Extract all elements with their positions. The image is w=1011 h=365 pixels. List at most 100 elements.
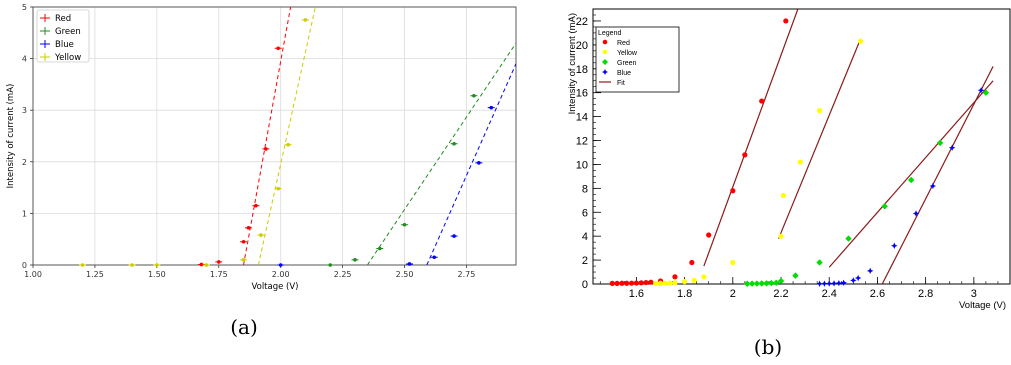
data-point-red bbox=[628, 280, 635, 286]
x-tick-label: 1.6 bbox=[629, 288, 644, 300]
data-point-yellow bbox=[780, 192, 787, 199]
data-point-yellow bbox=[241, 258, 246, 262]
data-point-green bbox=[744, 280, 751, 287]
data-point-blue bbox=[407, 262, 412, 266]
data-point-yellow bbox=[130, 263, 134, 267]
data-point-yellow bbox=[276, 186, 281, 191]
data-point-green bbox=[748, 280, 756, 287]
y-tick-label: 2 bbox=[22, 158, 27, 167]
chart-b: 1.6 1.8 2 2.2 2.4 2.6 2.8 3 0 2 4 6 8 10 12 14 16 18 20 22 V… bbox=[567, 8, 1011, 311]
data-point-blue bbox=[948, 144, 956, 151]
data-point-green bbox=[402, 222, 407, 227]
data-point-red bbox=[643, 279, 649, 286]
x-tick-label: 1.8 bbox=[677, 288, 692, 300]
data-point-red bbox=[624, 280, 630, 286]
data-point-yellow bbox=[667, 280, 673, 286]
x-axis-label: Voltage (V) bbox=[959, 300, 1006, 311]
data-point-red bbox=[276, 46, 281, 51]
x-tick-label: 1.50 bbox=[148, 270, 166, 279]
x-tick-label: 2.75 bbox=[458, 270, 476, 279]
y-tick-label: 5 bbox=[22, 3, 27, 12]
data-point-yellow bbox=[303, 18, 308, 22]
y-tick-label: 1 bbox=[22, 209, 27, 218]
legend-label-red: Red bbox=[55, 14, 71, 24]
data-point-yellow bbox=[155, 263, 159, 267]
data-point-blue bbox=[489, 105, 494, 110]
data-point-green bbox=[777, 277, 785, 285]
y-tick-label: 18 bbox=[576, 64, 588, 76]
data-point-blue bbox=[816, 280, 823, 287]
data-point-green bbox=[768, 279, 775, 287]
x-tick-label: 2.6 bbox=[870, 288, 885, 300]
x-tick-label: 2.00 bbox=[272, 270, 290, 279]
legend-title: Legend bbox=[598, 30, 621, 37]
data-point-blue bbox=[977, 87, 985, 94]
data-point-blue bbox=[432, 255, 437, 260]
legend-label-yellow: Yellow bbox=[54, 53, 81, 63]
data-point-blue bbox=[830, 280, 838, 287]
fit-line-blue bbox=[426, 63, 516, 265]
x-tick-label: 2.50 bbox=[396, 270, 414, 279]
data-point-green bbox=[907, 176, 915, 184]
legend-label-green: Green bbox=[55, 27, 81, 37]
data-point-yellow bbox=[672, 280, 678, 286]
legend-marker bbox=[602, 69, 608, 75]
legend-label-red: Red bbox=[617, 40, 630, 47]
data-point-red bbox=[633, 280, 639, 286]
data-point-yellow bbox=[657, 280, 664, 286]
data-point-yellow bbox=[730, 259, 736, 266]
y-tick-label: 4 bbox=[582, 231, 588, 243]
chart-a: 1.00 1.25 1.50 1.75 2.00 2.25 2.50 2.75 0 1 2 3 4 5 Vo… bbox=[6, 3, 517, 292]
legend-a: Red Green Blue Yellow bbox=[36, 9, 90, 63]
y-axis-label: Intensity of current (mA) bbox=[6, 84, 16, 189]
data-point-blue bbox=[840, 279, 847, 287]
legend-frame bbox=[595, 26, 680, 93]
data-point-yellow bbox=[701, 274, 707, 280]
y-tick-label: 3 bbox=[22, 106, 27, 115]
data-point-red bbox=[246, 226, 251, 230]
data-point-green bbox=[758, 280, 765, 287]
fit-line bbox=[828, 80, 994, 268]
data-point-blue bbox=[929, 182, 937, 190]
data-point-red bbox=[241, 239, 246, 244]
data-point-red bbox=[730, 188, 736, 194]
data-point-red bbox=[672, 274, 678, 280]
x-tick-label: 1.25 bbox=[86, 270, 104, 279]
data-point-red bbox=[706, 232, 712, 238]
data-point-green bbox=[792, 272, 799, 279]
x-tick-label: 2.2 bbox=[773, 288, 788, 300]
plot-frame bbox=[32, 6, 517, 266]
y-axis-label: Intensity of current (mA) bbox=[567, 13, 578, 114]
data-point-blue bbox=[835, 279, 843, 287]
data-point-green bbox=[936, 139, 944, 147]
y-tick-label: 0 bbox=[582, 279, 588, 291]
data-point-yellow bbox=[778, 233, 784, 239]
data-point-green bbox=[772, 279, 780, 287]
data-point-red bbox=[759, 98, 765, 104]
data-point-green bbox=[881, 203, 888, 210]
y-tick-label: 10 bbox=[576, 159, 588, 171]
y-tick-label: 0 bbox=[22, 261, 27, 270]
data-point-yellow bbox=[857, 38, 864, 44]
data-point-yellow bbox=[662, 280, 668, 286]
data-point-green bbox=[353, 258, 357, 262]
x-tick-label: 1.75 bbox=[210, 270, 228, 279]
y-tick-label: 4 bbox=[22, 55, 27, 64]
y-tick-label: 2 bbox=[582, 255, 588, 267]
data-point-green bbox=[452, 141, 456, 146]
y-tick-label: 12 bbox=[576, 136, 588, 148]
x-tick-label: 1.00 bbox=[24, 270, 42, 279]
data-point-red bbox=[264, 147, 268, 151]
data-point-yellow bbox=[681, 279, 688, 285]
data-point-green bbox=[982, 89, 990, 96]
data-point-green bbox=[472, 93, 476, 98]
data-point-green bbox=[377, 246, 382, 251]
data-point-red bbox=[689, 259, 695, 266]
data-point-red bbox=[619, 280, 625, 286]
data-point-blue bbox=[826, 280, 833, 287]
data-point-red bbox=[254, 203, 258, 208]
y-tick-label: 6 bbox=[582, 207, 588, 219]
panel-label-b: (b) bbox=[754, 335, 782, 359]
legend-label-fit: Fit bbox=[617, 80, 625, 87]
